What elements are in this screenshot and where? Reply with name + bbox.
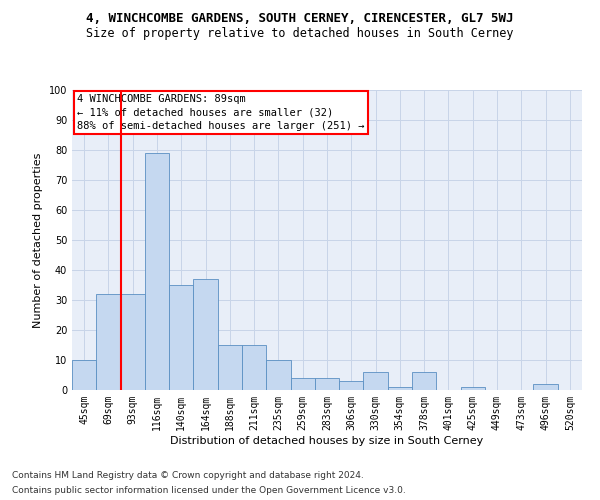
- Text: Size of property relative to detached houses in South Cerney: Size of property relative to detached ho…: [86, 28, 514, 40]
- Bar: [533, 384, 558, 390]
- Bar: [315, 378, 339, 390]
- Text: Contains public sector information licensed under the Open Government Licence v3: Contains public sector information licen…: [12, 486, 406, 495]
- Bar: [266, 360, 290, 390]
- Bar: [339, 381, 364, 390]
- Bar: [290, 378, 315, 390]
- Bar: [364, 372, 388, 390]
- Y-axis label: Number of detached properties: Number of detached properties: [33, 152, 43, 328]
- Text: 4, WINCHCOMBE GARDENS, SOUTH CERNEY, CIRENCESTER, GL7 5WJ: 4, WINCHCOMBE GARDENS, SOUTH CERNEY, CIR…: [86, 12, 514, 26]
- Text: 4 WINCHCOMBE GARDENS: 89sqm
← 11% of detached houses are smaller (32)
88% of sem: 4 WINCHCOMBE GARDENS: 89sqm ← 11% of det…: [77, 94, 365, 131]
- X-axis label: Distribution of detached houses by size in South Cerney: Distribution of detached houses by size …: [170, 436, 484, 446]
- Bar: [461, 387, 485, 390]
- Bar: [412, 372, 436, 390]
- Bar: [169, 285, 193, 390]
- Bar: [145, 153, 169, 390]
- Bar: [96, 294, 121, 390]
- Bar: [242, 345, 266, 390]
- Bar: [388, 387, 412, 390]
- Bar: [72, 360, 96, 390]
- Bar: [218, 345, 242, 390]
- Text: Contains HM Land Registry data © Crown copyright and database right 2024.: Contains HM Land Registry data © Crown c…: [12, 471, 364, 480]
- Bar: [193, 279, 218, 390]
- Bar: [121, 294, 145, 390]
